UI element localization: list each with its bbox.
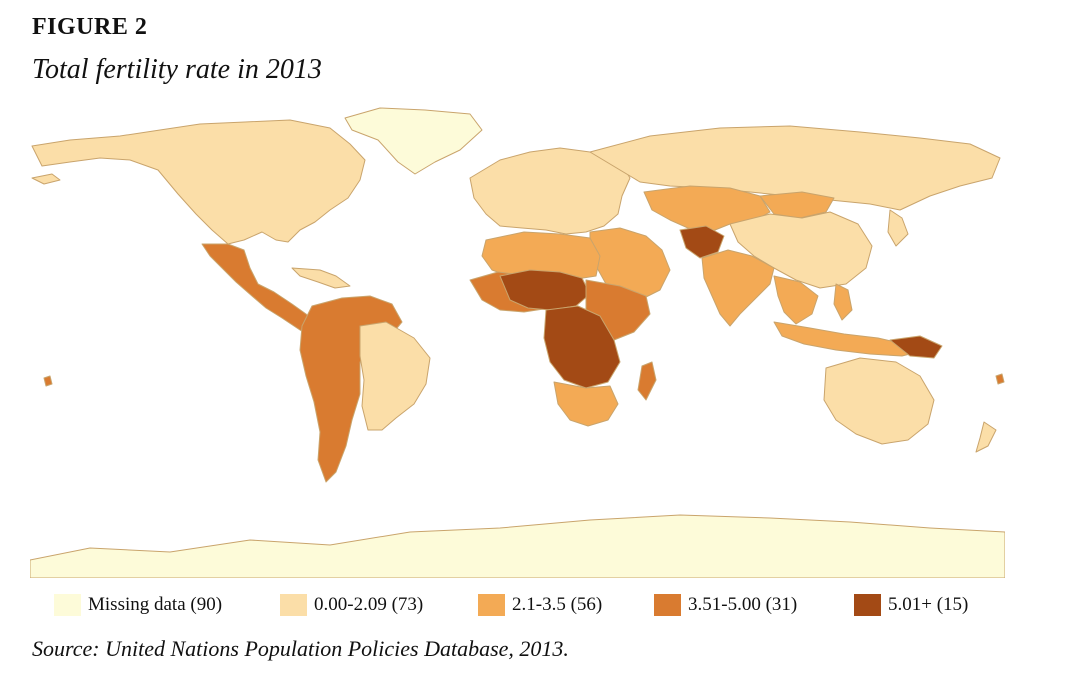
- legend-label: 2.1-3.5 (56): [512, 594, 603, 615]
- legend-swatch: [280, 594, 307, 616]
- legend-item-veryhigh: 5.01+ (15): [854, 591, 968, 619]
- figure-label: FIGURE 2: [32, 14, 147, 41]
- figure-label-number: 2: [134, 14, 148, 40]
- figure-source: Source: United Nations Population Polici…: [32, 636, 569, 661]
- region-south-america-west: [299, 295, 403, 483]
- legend-item-missing: Missing data (90): [54, 591, 222, 619]
- region-aleutian: [31, 173, 61, 185]
- figure-label-rest: IGURE: [47, 14, 129, 40]
- region-afghanistan: [679, 225, 725, 259]
- figure-title: Total fertility rate in 2013: [32, 54, 322, 85]
- legend-label: 0.00-2.09 (73): [314, 594, 424, 615]
- region-sahel: [499, 269, 591, 311]
- region-north-africa: [481, 231, 601, 281]
- region-north-america: [31, 119, 366, 245]
- legend-item-mid: 2.1-3.5 (56): [478, 591, 602, 619]
- region-india: [701, 249, 775, 327]
- region-japan: [887, 209, 909, 247]
- region-central-africa: [543, 305, 621, 389]
- legend-label: 5.01+ (15): [888, 594, 969, 615]
- region-madagascar: [637, 361, 657, 401]
- region-southeast-asia: [773, 275, 819, 325]
- region-caribbean: [291, 267, 351, 289]
- region-pacific-east: [995, 373, 1005, 385]
- world-map: [30, 100, 1005, 578]
- legend-label: 3.51-5.00 (31): [688, 594, 798, 615]
- legend-swatch: [478, 594, 505, 616]
- world-map-svg: [30, 107, 1005, 578]
- region-brazil: [359, 321, 431, 431]
- region-antarctica: [30, 514, 1005, 578]
- region-greenland: [344, 107, 483, 175]
- legend-item-low: 0.00-2.09 (73): [280, 591, 423, 619]
- legend-swatch: [54, 594, 81, 616]
- legend-label: Missing data (90): [88, 594, 223, 615]
- region-australia: [823, 357, 935, 445]
- region-philippines: [833, 283, 853, 321]
- region-png: [889, 335, 943, 359]
- legend-item-high: 3.51-5.00 (31): [654, 591, 797, 619]
- figure-label-prefix: F: [32, 14, 48, 40]
- region-new-zealand: [975, 421, 997, 453]
- region-southern-africa: [553, 381, 619, 427]
- region-hawaii: [43, 375, 53, 387]
- map-legend: Missing data (90) 0.00-2.09 (73) 2.1-3.5…: [54, 591, 1014, 619]
- legend-swatch: [654, 594, 681, 616]
- region-europe: [469, 147, 631, 235]
- region-china: [729, 211, 873, 289]
- legend-swatch: [854, 594, 881, 616]
